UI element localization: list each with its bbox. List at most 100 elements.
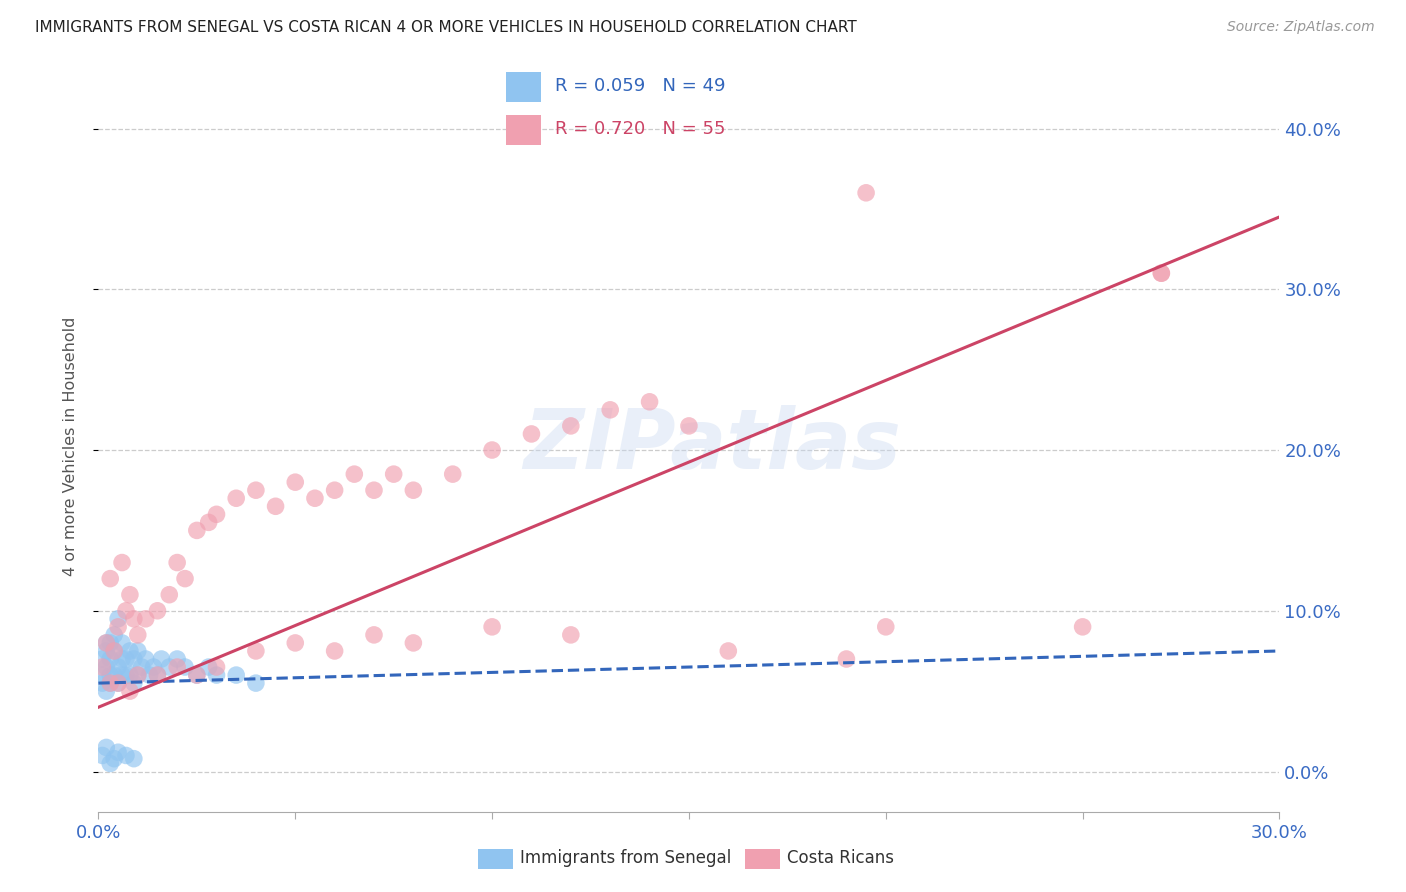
Point (135, 652, 157, 666)
Point (264, 500, 287, 514)
Text: Source: ZipAtlas.com: Source: ZipAtlas.com (1227, 20, 1375, 34)
Point (186, 668, 208, 682)
Point (127, 628, 149, 642)
Point (96, 636, 118, 650)
Text: ZIPatlas: ZIPatlas (523, 406, 901, 486)
Point (363, 483, 385, 498)
Point (225, 491, 247, 506)
Point (98, 572, 121, 586)
Point (96, 684, 118, 698)
Point (91, 748, 114, 763)
Text: R = 0.720   N = 55: R = 0.720 N = 55 (555, 120, 725, 138)
Point (1071, 620, 1094, 634)
Point (284, 475, 307, 490)
Point (174, 572, 197, 586)
Point (96, 740, 118, 755)
Point (142, 660, 165, 674)
Point (107, 660, 129, 674)
Point (245, 644, 267, 658)
Point (111, 652, 134, 666)
Point (98, 676, 121, 690)
Point (481, 443, 503, 458)
Point (245, 483, 267, 498)
Point (103, 628, 125, 642)
Point (678, 418, 700, 433)
Bar (506, 115, 541, 145)
Point (166, 660, 188, 674)
Point (111, 668, 134, 682)
Point (103, 752, 125, 766)
Point (205, 508, 228, 522)
Point (197, 516, 219, 530)
Point (122, 752, 145, 766)
Point (127, 668, 149, 682)
Point (402, 636, 425, 650)
Point (103, 644, 125, 658)
Point (107, 676, 129, 690)
Point (157, 588, 180, 602)
Point (96, 660, 118, 674)
Point (96, 636, 118, 650)
Point (131, 660, 153, 674)
Bar (506, 72, 541, 102)
Point (166, 556, 188, 570)
Point (197, 660, 219, 674)
Point (115, 652, 138, 666)
Point (150, 652, 173, 666)
Point (560, 628, 582, 642)
Point (107, 612, 129, 626)
Point (138, 668, 160, 682)
Point (205, 660, 228, 674)
Point (323, 644, 346, 658)
Point (135, 612, 157, 626)
Point (118, 684, 141, 698)
Point (98, 756, 121, 771)
Point (304, 491, 326, 506)
Point (107, 676, 129, 690)
Point (98, 636, 121, 650)
Point (122, 612, 145, 626)
Point (1150, 266, 1173, 280)
Point (323, 483, 346, 498)
Point (122, 676, 145, 690)
Point (599, 402, 621, 417)
Point (186, 668, 208, 682)
Point (107, 620, 129, 634)
Text: IMMIGRANTS FROM SENEGAL VS COSTA RICAN 4 OR MORE VEHICLES IN HOUSEHOLD CORRELATI: IMMIGRANTS FROM SENEGAL VS COSTA RICAN 4… (35, 20, 856, 35)
Point (225, 668, 247, 682)
Point (560, 418, 582, 433)
Point (111, 636, 134, 650)
Point (91, 652, 114, 666)
Point (118, 588, 141, 602)
Point (520, 426, 543, 441)
Point (103, 644, 125, 658)
Point (717, 644, 740, 658)
Point (98, 676, 121, 690)
Point (118, 668, 141, 682)
Point (103, 668, 125, 682)
Point (111, 556, 134, 570)
Point (284, 636, 307, 650)
Point (441, 467, 464, 482)
Point (245, 676, 267, 690)
Point (166, 652, 188, 666)
Point (205, 668, 228, 682)
Point (1150, 266, 1173, 280)
Point (127, 644, 149, 658)
Point (146, 668, 169, 682)
Point (835, 652, 858, 666)
Point (127, 668, 149, 682)
Point (98, 652, 121, 666)
Point (638, 394, 661, 409)
Point (875, 620, 897, 634)
Point (91, 660, 114, 674)
Text: Immigrants from Senegal: Immigrants from Senegal (520, 849, 731, 867)
Point (174, 660, 197, 674)
Point (122, 652, 145, 666)
Point (118, 644, 141, 658)
Point (115, 668, 138, 682)
Point (115, 604, 138, 618)
Point (402, 483, 425, 498)
Text: Costa Ricans: Costa Ricans (787, 849, 894, 867)
Point (855, 186, 877, 200)
